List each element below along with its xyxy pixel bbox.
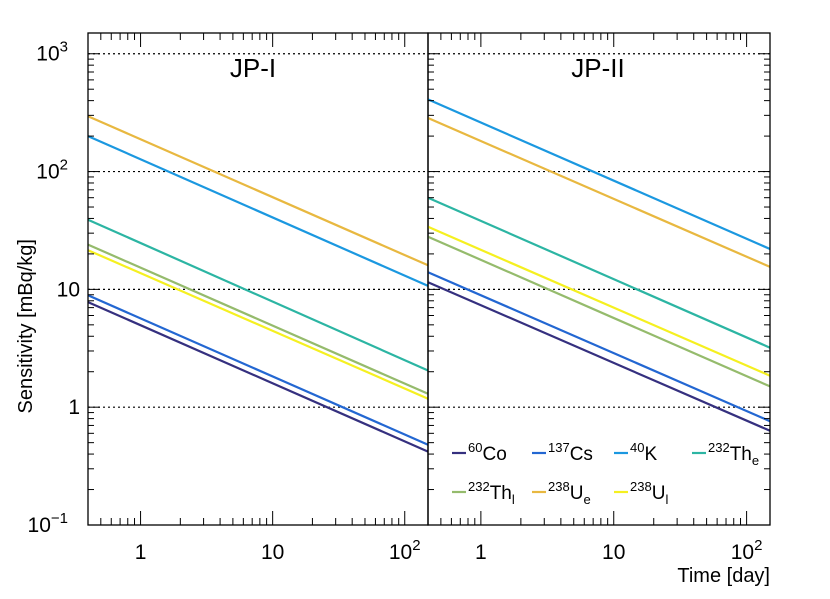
legend-label-th232e: 232The — [708, 440, 759, 468]
series-line-k40 — [87, 135, 429, 287]
y-tick-base: 10 — [57, 278, 80, 301]
series-line-th232e — [87, 218, 429, 372]
legend-name: U — [652, 483, 666, 504]
x-tick-base: 10 — [261, 541, 284, 564]
x-tick-label: 1 — [135, 541, 147, 564]
legend-label-th232l: 232Thl — [468, 479, 515, 507]
y-tick-label: 102 — [36, 157, 68, 184]
series-line-cs137 — [87, 294, 429, 446]
x-tick-label: 10 — [602, 541, 625, 564]
legend-name: Th — [730, 444, 752, 465]
series-line-co60 — [427, 281, 771, 432]
legend-sup: 40 — [630, 440, 644, 455]
legend-name: Cs — [570, 444, 593, 465]
legend-name: U — [570, 483, 584, 504]
y-tick-base: 10 — [36, 161, 59, 184]
y-tick-exponent: −1 — [51, 510, 68, 527]
panel-frame — [427, 32, 771, 526]
series-line-cs137 — [427, 271, 771, 423]
x-tick-label: 102 — [389, 537, 421, 564]
legend-name: Co — [482, 444, 506, 465]
legend-label-cs137: 137Cs — [548, 440, 593, 465]
legend-sub: l — [512, 492, 515, 507]
y-tick-base: 10 — [36, 43, 59, 66]
y-tick-label: 10−1 — [28, 510, 68, 537]
legend-name: Th — [490, 483, 512, 504]
legend-sup: 232 — [708, 440, 730, 455]
x-tick-base: 1 — [135, 541, 147, 564]
legend-sup: 137 — [548, 440, 570, 455]
series-line-co60 — [87, 301, 429, 453]
series-line-u238e — [87, 115, 429, 267]
x-axis-title: Time [day] — [677, 565, 770, 587]
series-line-u238l — [427, 225, 771, 377]
panel-title: JP-II — [571, 53, 624, 83]
x-tick-base: 10 — [731, 541, 754, 564]
panel-title: JP-I — [230, 53, 276, 83]
y-axis-title: Sensitivity [mBq/kg] — [15, 239, 37, 414]
legend-sup: 60 — [468, 440, 482, 455]
x-tick-exponent: 2 — [412, 537, 420, 554]
legend-label-k40: 40K — [630, 440, 657, 465]
y-tick-exponent: 2 — [60, 157, 68, 174]
legend-sup: 232 — [468, 479, 490, 494]
y-tick-base: 1 — [68, 396, 80, 419]
y-tick-label: 1 — [68, 396, 80, 419]
legend-sup: 238 — [548, 479, 570, 494]
series-line-u238l — [87, 249, 429, 400]
y-tick-exponent: 3 — [60, 39, 68, 56]
x-tick-base: 10 — [602, 541, 625, 564]
x-tick-label: 1 — [475, 541, 487, 564]
legend-sup: 238 — [630, 479, 652, 494]
x-tick-label: 10 — [261, 541, 284, 564]
series-line-th232e — [427, 196, 771, 349]
series-line-th232l — [87, 243, 429, 395]
x-tick-exponent: 2 — [754, 537, 762, 554]
y-tick-label: 103 — [36, 39, 68, 66]
x-tick-label: 102 — [731, 537, 763, 564]
series-line-th232l — [427, 235, 771, 388]
y-tick-label: 10 — [57, 278, 80, 301]
legend-sub: l — [665, 492, 668, 507]
series-line-k40 — [427, 98, 771, 251]
legend-sub: e — [583, 492, 590, 507]
legend-label-u238l: 238Ul — [630, 479, 668, 507]
x-tick-base: 10 — [389, 541, 412, 564]
legend-name: K — [644, 444, 657, 465]
legend-label-u238e: 238Ue — [548, 479, 591, 507]
series-line-u238e — [427, 116, 771, 268]
x-tick-base: 1 — [475, 541, 487, 564]
legend-label-co60: 60Co — [468, 440, 507, 465]
legend-sub: e — [752, 453, 759, 468]
y-tick-base: 10 — [28, 514, 51, 537]
